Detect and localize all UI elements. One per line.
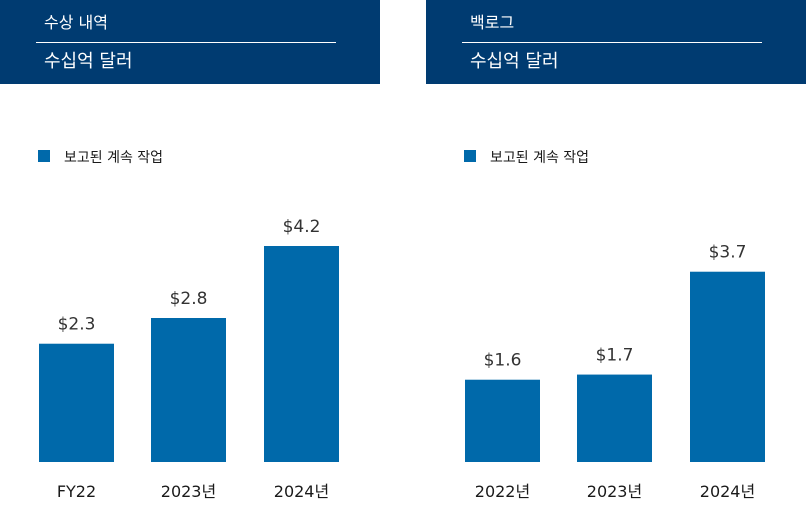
bar: [465, 379, 540, 462]
bar: [577, 374, 652, 462]
category-label: 2022년: [475, 482, 530, 501]
header-divider: [462, 42, 762, 43]
bar-value-label: $2.8: [170, 289, 208, 309]
category-label: 2024년: [700, 482, 755, 501]
category-label: 2023년: [161, 482, 216, 501]
category-label: 2023년: [587, 482, 642, 501]
chart-subtitle: 수십억 달러: [44, 51, 133, 72]
category-label: 2024년: [274, 482, 329, 501]
backlog-panel: 백로그 수십억 달러 보고된 계속 작업 $1.6 2022년 $1.7 2023년 $…: [426, 0, 806, 507]
bar-value-label: $1.7: [596, 346, 634, 366]
legend-swatch: [38, 150, 50, 162]
bar-chart-awards: $2.3 FY22 $2.8 2023년 $4.2 2024년: [39, 217, 339, 501]
legend-swatch: [464, 150, 476, 162]
header-divider: [36, 42, 336, 43]
chart-header: 백로그 수십억 달러: [426, 0, 806, 84]
bar-value-label: $4.2: [283, 217, 321, 237]
bar: [264, 246, 339, 462]
chart-title: 수상 내역: [44, 13, 108, 32]
legend-label: 보고된 계속 작업: [64, 150, 164, 166]
bar: [151, 318, 226, 462]
chart-subtitle: 수십억 달러: [470, 51, 559, 72]
awards-panel: 수상 내역 수십억 달러 보고된 계속 작업 $2.3 FY22 $2.8 2023년…: [0, 0, 380, 507]
chart-title: 백로그: [470, 13, 515, 32]
bar-value-label: $1.6: [484, 351, 522, 371]
bar-value-label: $3.7: [709, 243, 747, 263]
chart-header: 수상 내역 수십억 달러: [0, 0, 380, 84]
bar: [39, 343, 114, 462]
category-label: FY22: [57, 482, 96, 501]
bar-chart-backlog: $1.6 2022년 $1.7 2023년 $3.7 2024년: [465, 243, 765, 501]
bar-value-label: $2.3: [58, 315, 96, 335]
legend-label: 보고된 계속 작업: [490, 150, 590, 166]
bar: [690, 271, 765, 462]
